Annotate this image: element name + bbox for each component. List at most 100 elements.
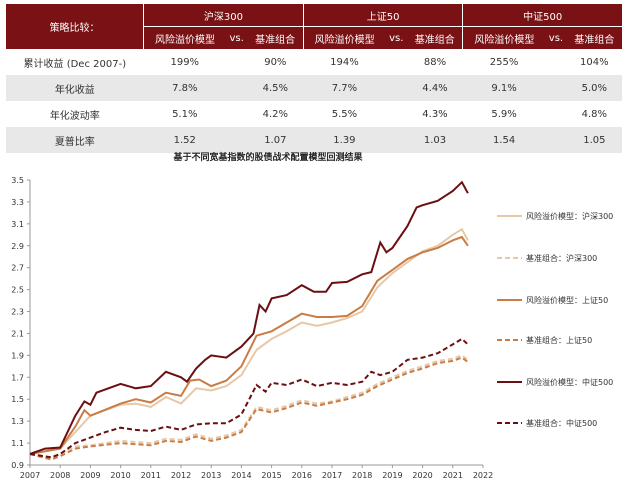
model-value: 7.7%: [303, 75, 386, 101]
legend-label: 基准组合：中证500: [526, 418, 597, 428]
legend-label: 基准组合：沪深300: [526, 253, 597, 263]
vs-label: vs.: [545, 26, 567, 49]
x-tick-label: 2017: [322, 471, 342, 480]
legend-label: 风险溢价模型：中证500: [526, 377, 613, 387]
chart-title: 基于不同宽基指数的股债战术配置模型回测结果: [172, 151, 363, 163]
row-label: 夏普比率: [6, 127, 144, 153]
model-value: 199%: [170, 56, 200, 68]
series-line: [29, 227, 469, 455]
x-tick-label: 2019: [382, 471, 402, 480]
model-value: 1.52: [143, 127, 226, 153]
benchmark-value: 1.07: [247, 127, 304, 153]
benchmark-subheader: 基准组合: [247, 26, 304, 49]
spacer-cell: [545, 49, 566, 75]
y-tick-label: 3.3: [11, 198, 24, 207]
model-value: 255%: [489, 56, 519, 68]
benchmark-subheader: 基准组合: [566, 26, 622, 49]
strategy-comparison-table: 策略比较： 沪深300 上证50 中证500 风险溢价模型 vs. 基准组合 风险溢价…: [6, 4, 622, 153]
row-label: 累计收益 (Dec 2007-): [23, 58, 127, 70]
x-tick-label: 2018: [352, 471, 372, 480]
y-tick-label: 2.9: [11, 242, 24, 251]
model-subheader: 风险溢价模型: [302, 26, 386, 49]
y-tick-label: 2.1: [11, 329, 24, 338]
benchmark-value: 4.3%: [422, 108, 448, 120]
y-tick-label: 1.3: [11, 417, 24, 426]
y-tick-label: 1.5: [11, 395, 24, 404]
x-tick-label: 2010: [110, 471, 130, 480]
x-tick-label: 2007: [20, 471, 40, 480]
legend-label: 风险溢价模型：上证50: [526, 295, 608, 305]
y-tick-label: 0.9: [11, 461, 24, 470]
benchmark-value: 1.03: [407, 127, 463, 153]
spacer-cell: [225, 75, 248, 101]
benchmark-value: 104%: [580, 56, 609, 68]
spacer-cell: [545, 101, 566, 127]
model-value: 7.8%: [143, 75, 226, 101]
legend-label: 风险溢价模型：沪深300: [526, 211, 613, 221]
x-tick-label: 2008: [50, 471, 70, 480]
y-tick-label: 2.3: [11, 308, 24, 317]
spacer-cell: [545, 75, 567, 101]
series-line: [29, 354, 469, 460]
spacer-cell: [386, 101, 407, 127]
x-tick-label: 2012: [171, 471, 191, 480]
model-value: 5.9%: [491, 108, 517, 120]
model-subheader: 风险溢价模型: [143, 26, 226, 49]
y-tick-label: 2.5: [11, 286, 24, 295]
spacer-cell: [545, 127, 567, 153]
series-line: [29, 235, 469, 455]
spacer-cell: [226, 49, 247, 75]
legend-label: 基准组合：上证50: [526, 335, 592, 345]
model-value: 9.1%: [462, 75, 546, 101]
spacer-cell: [226, 101, 247, 127]
model-value: 5.1%: [172, 108, 198, 120]
table-row: 年化收益 7.8% 4.5% 7.7% 4.4% 9.1% 5.0%: [6, 75, 622, 101]
x-tick-label: 2020: [412, 471, 432, 480]
x-tick-label: 2016: [292, 471, 312, 480]
benchmark-value: 4.4%: [407, 75, 463, 101]
table-row: 夏普比率 1.52 1.07 1.39 1.03 1.54 1.05: [6, 127, 622, 153]
series-line: [29, 356, 469, 461]
benchmark-value: 4.2%: [262, 108, 289, 120]
benchmark-value: 5.0%: [566, 75, 622, 101]
series-line: [29, 180, 469, 455]
backtest-line-chart: 基于不同宽基指数的股债战术配置模型回测结果 0.9 1.1 1.3 1.5 1.7 1.9…: [11, 151, 613, 480]
benchmark-value: 88%: [423, 56, 447, 68]
y-tick-label: 1.9: [11, 351, 24, 360]
model-value: 5.5%: [331, 108, 358, 120]
table-row: 年化波动率 5.1% 4.2% 5.5% 4.3% 5.9% 4.8%: [6, 101, 622, 127]
benchmark-value: 4.5%: [247, 75, 304, 101]
group-header-hs300: 沪深300: [143, 4, 304, 27]
vs-label: vs.: [385, 26, 408, 49]
x-tick-label: 2021: [443, 471, 463, 480]
spacer-cell: [385, 75, 408, 101]
spacer-cell: [386, 49, 407, 75]
vs-label: vs.: [225, 26, 248, 49]
benchmark-subheader: 基准组合: [407, 26, 463, 49]
row-label: 年化收益: [6, 75, 144, 101]
row-label: 年化波动率: [49, 110, 100, 122]
group-header-sz50: 上证50: [302, 4, 463, 27]
y-tick-label: 2.7: [11, 264, 24, 273]
x-tick-label: 2011: [141, 471, 161, 480]
model-value: 1.54: [462, 127, 546, 153]
y-tick-label: 1.7: [11, 373, 24, 382]
model-subheader: 风险溢价模型: [462, 26, 546, 49]
model-value: 1.39: [303, 127, 386, 153]
benchmark-value: 1.05: [566, 127, 622, 153]
spacer-cell: [225, 127, 248, 153]
spacer-cell: [385, 127, 408, 153]
x-tick-label: 2014: [231, 471, 251, 480]
x-tick-label: 2013: [201, 471, 221, 480]
series-line: [29, 337, 469, 459]
y-tick-label: 1.1: [11, 439, 24, 448]
x-tick-label: 2009: [80, 471, 100, 480]
benchmark-value: 4.8%: [581, 108, 608, 120]
x-tick-label: 2022: [473, 471, 493, 480]
y-tick-label: 3.1: [11, 220, 24, 229]
table-corner-header: 策略比较：: [6, 4, 144, 49]
x-tick-label: 2015: [261, 471, 281, 480]
table-row: 累计收益 (Dec 2007-) 199% 90% 194% 88% 255% 104%: [6, 49, 622, 75]
group-header-zz500: 中证500: [462, 4, 622, 27]
y-tick-label: 3.5: [11, 176, 24, 185]
